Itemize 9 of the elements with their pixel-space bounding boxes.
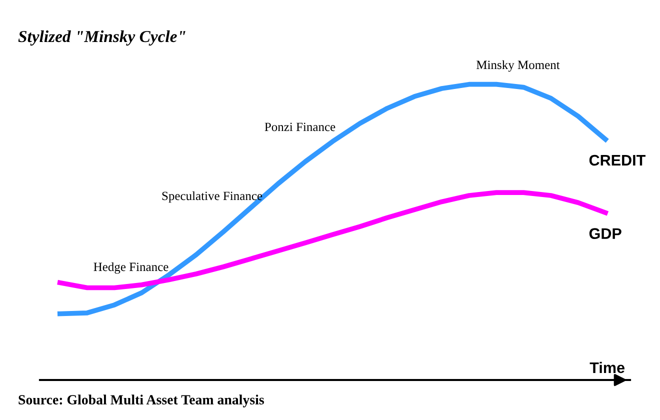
x-axis-title: Time (590, 362, 624, 374)
annotation: Ponzi Finance (264, 122, 336, 132)
chart-title: Stylized "Minsky Cycle" (18, 30, 186, 46)
source-note: Source: Global Multi Asset Team analysis (18, 394, 264, 408)
series-label: CREDIT (589, 154, 646, 166)
series-label: GDP (589, 228, 622, 239)
annotation: Speculative Finance (162, 191, 262, 203)
annotation: Hedge Finance (94, 262, 168, 274)
text: Minsky Moment (476, 60, 560, 72)
